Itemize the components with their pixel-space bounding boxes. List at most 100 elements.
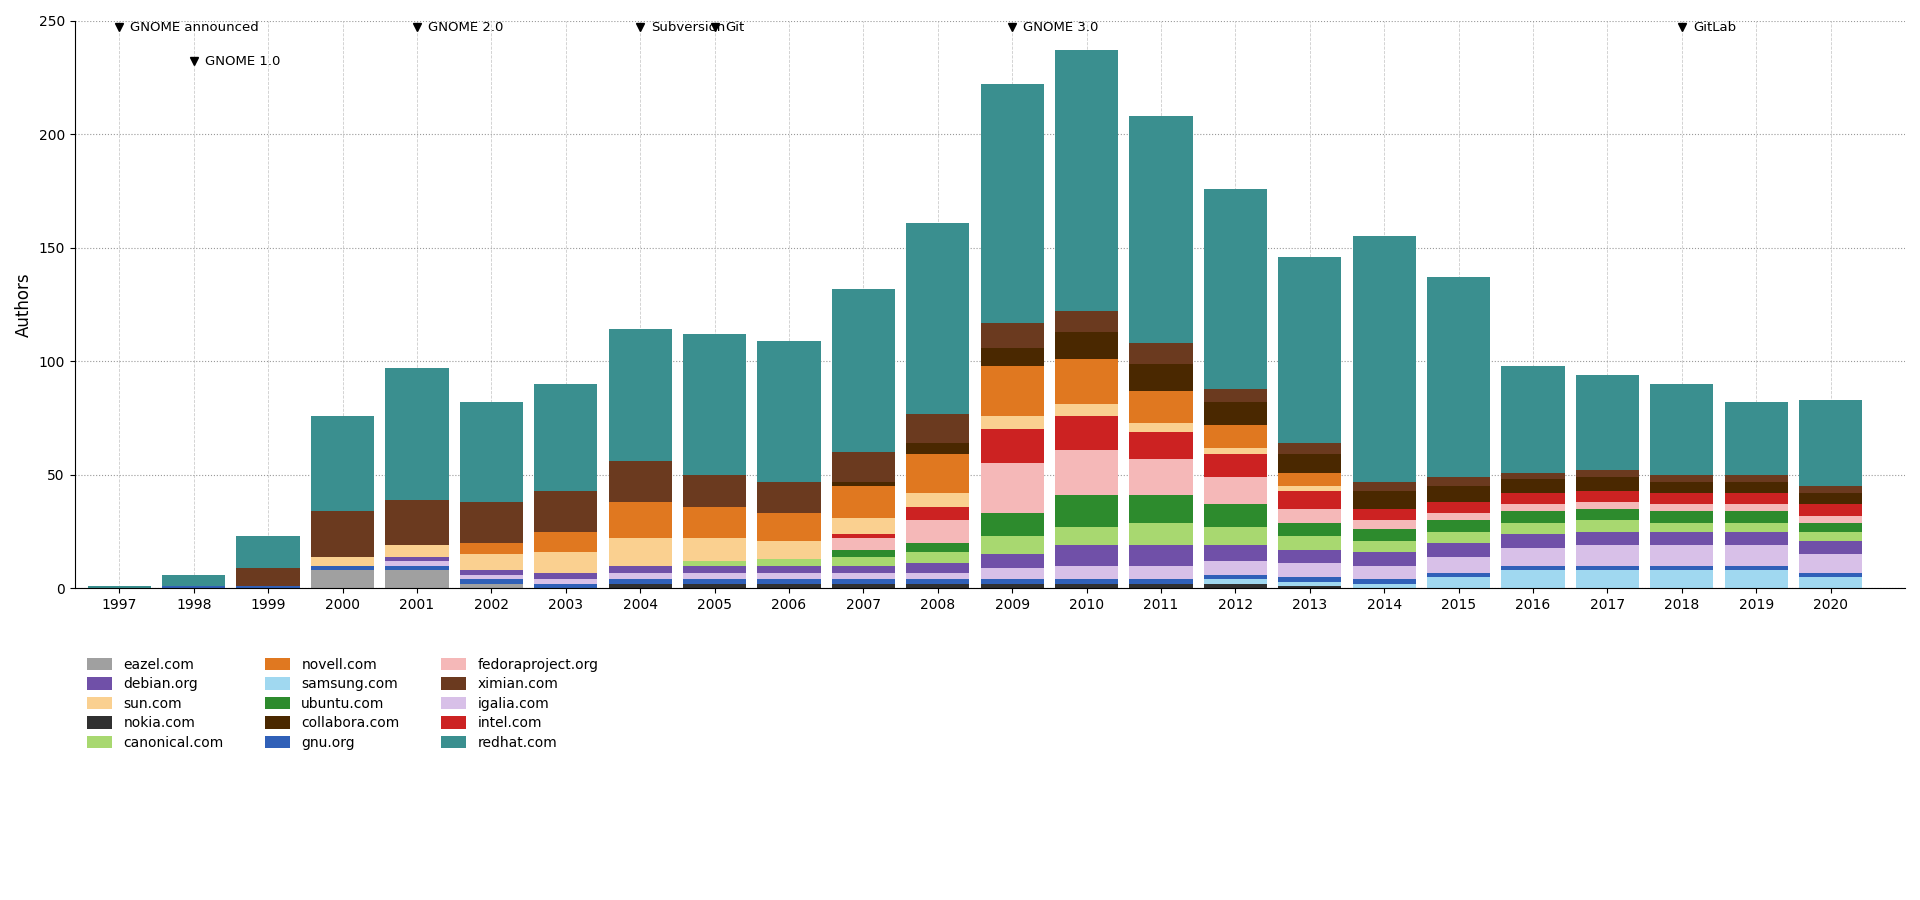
Bar: [831, 584, 895, 589]
Bar: [1054, 50, 1117, 311]
Bar: [1054, 359, 1117, 404]
Bar: [1799, 554, 1862, 572]
Bar: [1501, 365, 1565, 472]
Bar: [1204, 584, 1267, 589]
Text: GitLab: GitLab: [1693, 21, 1736, 34]
Bar: [534, 580, 597, 584]
Bar: [684, 475, 747, 507]
Bar: [1279, 563, 1342, 577]
Bar: [906, 552, 970, 563]
Bar: [534, 552, 597, 572]
Bar: [1576, 545, 1640, 566]
Bar: [1427, 477, 1490, 486]
Bar: [1649, 523, 1713, 532]
Bar: [1576, 566, 1640, 571]
Bar: [1129, 432, 1192, 459]
Bar: [684, 334, 747, 475]
Bar: [1054, 580, 1117, 584]
Bar: [1352, 529, 1415, 541]
Bar: [1427, 277, 1490, 477]
Bar: [609, 572, 672, 580]
Bar: [609, 329, 672, 461]
Bar: [1129, 580, 1192, 584]
Bar: [1279, 472, 1342, 486]
Bar: [1649, 532, 1713, 545]
Bar: [1129, 566, 1192, 580]
Bar: [981, 429, 1044, 464]
Bar: [756, 514, 820, 541]
Bar: [1352, 508, 1415, 520]
Bar: [1649, 511, 1713, 523]
Bar: [236, 586, 300, 589]
Bar: [1352, 491, 1415, 508]
Bar: [756, 559, 820, 566]
Bar: [1799, 504, 1862, 516]
Bar: [161, 575, 225, 586]
Bar: [981, 584, 1044, 589]
Bar: [1204, 425, 1267, 447]
Bar: [1501, 534, 1565, 547]
Text: GNOME 1.0: GNOME 1.0: [205, 55, 280, 68]
Bar: [1352, 584, 1415, 589]
Bar: [386, 500, 449, 545]
Bar: [1649, 482, 1713, 493]
Text: Subversion: Subversion: [651, 21, 726, 34]
Bar: [1501, 504, 1565, 511]
Bar: [1724, 402, 1788, 475]
Bar: [386, 545, 449, 556]
Bar: [981, 580, 1044, 584]
Bar: [906, 584, 970, 589]
Bar: [459, 543, 522, 554]
Bar: [1352, 580, 1415, 584]
Bar: [534, 491, 597, 532]
Bar: [756, 580, 820, 584]
Bar: [906, 543, 970, 552]
Bar: [1279, 577, 1342, 581]
Bar: [831, 572, 895, 580]
Bar: [459, 584, 522, 589]
Bar: [1501, 480, 1565, 493]
Bar: [831, 518, 895, 534]
Bar: [1724, 571, 1788, 589]
Bar: [1649, 571, 1713, 589]
Bar: [1129, 584, 1192, 589]
Bar: [981, 365, 1044, 416]
Bar: [311, 566, 374, 571]
Bar: [236, 568, 300, 586]
Bar: [981, 84, 1044, 322]
Bar: [1501, 493, 1565, 504]
Bar: [906, 507, 970, 520]
Bar: [459, 554, 522, 571]
Bar: [684, 507, 747, 538]
Bar: [1799, 486, 1862, 493]
Bar: [831, 580, 895, 584]
Bar: [1054, 311, 1117, 332]
Bar: [1204, 527, 1267, 545]
Bar: [1799, 572, 1862, 577]
Bar: [1799, 516, 1862, 523]
Bar: [1576, 477, 1640, 490]
Bar: [831, 452, 895, 482]
Bar: [1649, 545, 1713, 566]
Bar: [1427, 502, 1490, 514]
Bar: [1279, 454, 1342, 472]
Bar: [1279, 256, 1342, 443]
Bar: [1204, 477, 1267, 504]
Bar: [831, 482, 895, 486]
Bar: [1279, 443, 1342, 454]
Bar: [1427, 532, 1490, 543]
Bar: [1204, 580, 1267, 584]
Bar: [88, 586, 152, 589]
Bar: [1129, 423, 1192, 432]
Bar: [459, 575, 522, 580]
Bar: [1501, 523, 1565, 534]
Bar: [1204, 447, 1267, 454]
Bar: [386, 562, 449, 566]
Bar: [609, 580, 672, 584]
Bar: [386, 368, 449, 500]
Bar: [1352, 541, 1415, 552]
Bar: [1501, 472, 1565, 480]
Bar: [831, 534, 895, 538]
Bar: [1279, 536, 1342, 550]
Bar: [1352, 566, 1415, 580]
